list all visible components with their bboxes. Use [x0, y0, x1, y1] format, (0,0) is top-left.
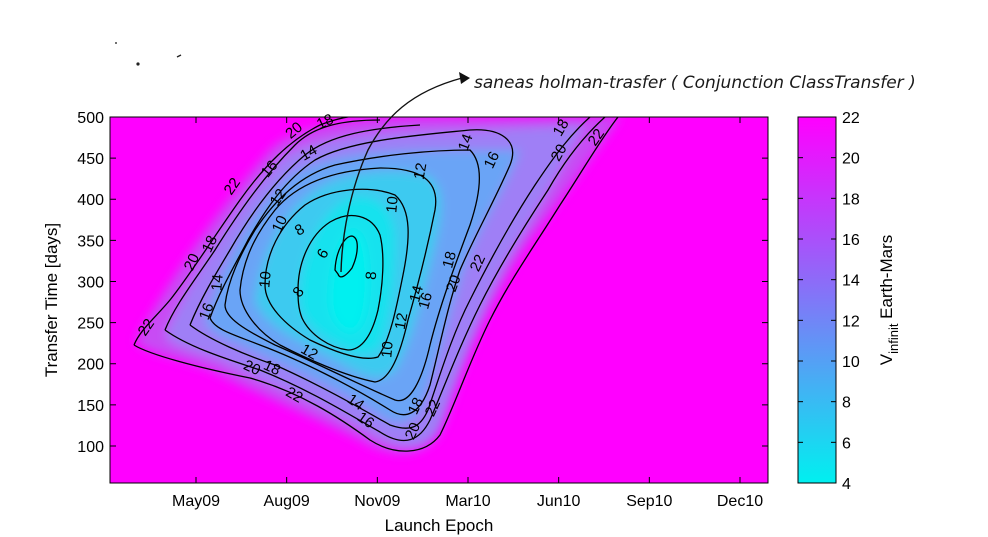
- contour-12: [239, 167, 437, 383]
- y-axis-title: Transfer Time [days]: [42, 223, 61, 377]
- contour-label-16: 16: [354, 409, 377, 432]
- contour-8: [297, 214, 384, 351]
- contour-18-left: [189, 124, 421, 326]
- contour-label-14: 14: [455, 132, 477, 153]
- x-tick-label: May09: [172, 493, 220, 510]
- y-tick-label: 150: [77, 398, 104, 415]
- contour-label-10: 10: [256, 271, 274, 289]
- colorbar-axis: 4 6 8 10 12 14 16 18 20 22: [798, 110, 860, 493]
- y-tick-label: 200: [77, 357, 104, 374]
- colorbar-tick-label: 6: [842, 435, 851, 452]
- contour-20-left: [164, 119, 381, 331]
- contour-18-bottom: [189, 117, 591, 429]
- contour-label-20: 20: [402, 420, 424, 442]
- contour-label-18: 18: [199, 233, 221, 255]
- contour-label-14: 14: [208, 274, 226, 292]
- colorbar-title-main: V: [877, 353, 896, 365]
- y-axis: 100 150 200 250 300 350 400 450 500: [77, 110, 768, 456]
- contour-label-10: 10: [269, 213, 291, 235]
- contour-22-left: [133, 117, 352, 346]
- y-tick-label: 450: [77, 151, 104, 168]
- contour-label-22: 22: [585, 126, 608, 149]
- colorbar-tick-label: 16: [842, 232, 860, 249]
- colorbar-tick-label: 4: [842, 476, 851, 493]
- plot-frame: [109, 116, 769, 484]
- x-tick-label: Jun10: [537, 493, 581, 510]
- contour-label-18: 18: [439, 250, 460, 271]
- contour-22-bottom: [133, 117, 619, 452]
- contour-label-14: 14: [406, 284, 427, 305]
- y-tick-label: 100: [77, 439, 104, 456]
- colorbar-title: Vinfinit Earth-Mars: [877, 235, 901, 366]
- handwritten-marks: [115, 42, 182, 66]
- contour-label-18: 18: [261, 357, 283, 379]
- contour-label-22: 22: [221, 175, 244, 198]
- contour-label-22: 22: [467, 252, 489, 274]
- contour-label-8: 8: [363, 271, 381, 281]
- contour-label-22: 22: [135, 316, 158, 339]
- annotation-arrow: [340, 77, 463, 273]
- x-tick-label: Mar10: [445, 493, 490, 510]
- contour-14: [224, 149, 481, 402]
- x-tick-label: Nov09: [354, 493, 400, 510]
- contour-label-18: 18: [405, 395, 427, 417]
- contour-label-14: 14: [344, 391, 367, 414]
- colorbar-tick-label: 20: [842, 151, 860, 168]
- colorbar-tick-label: 10: [842, 354, 860, 371]
- contour-label-10: 10: [378, 341, 396, 359]
- contour-20-bottom: [164, 117, 606, 442]
- contour-lines: [133, 117, 619, 452]
- contour-label-12: 12: [411, 162, 431, 181]
- contour-label-12: 12: [392, 312, 412, 331]
- x-tick-label: Sep10: [626, 493, 672, 510]
- contour-label-18: 18: [550, 116, 573, 139]
- contour-label-18: 18: [314, 111, 336, 133]
- annotation-arrowhead: [459, 72, 470, 84]
- contour-label-20: 20: [548, 141, 571, 164]
- y-tick-label: 250: [77, 316, 104, 333]
- y-tick-label: 300: [77, 274, 104, 291]
- annotation: saneas holman-trasfer ( Conjunction Clas…: [340, 72, 916, 273]
- contour-16: [209, 129, 514, 416]
- contour-label-20: 20: [241, 357, 263, 379]
- contour-label-16: 16: [415, 291, 436, 312]
- colorbar-tick-label: 22: [842, 110, 860, 127]
- contour-label-22: 22: [422, 397, 444, 419]
- colorbar-tick-label: 14: [842, 273, 860, 290]
- x-axis: May09 Aug09 Nov09 Mar10 Jun10 Sep10 Dec10: [172, 117, 763, 510]
- contour-label-20: 20: [443, 273, 465, 294]
- y-tick-label: 500: [77, 110, 104, 127]
- contour-labels: 22 22 20 18 20 18 16 14 12 10 8 6 8 10 1…: [135, 111, 608, 443]
- contour-label-12: 12: [267, 186, 290, 209]
- contour-label-16: 16: [481, 149, 503, 171]
- y-tick-label: 350: [77, 233, 104, 250]
- annotation-text: saneas holman-trasfer ( Conjunction Clas…: [474, 73, 916, 93]
- contour-label-14: 14: [297, 142, 320, 165]
- colorbar-tick-label: 8: [842, 395, 851, 412]
- contour-label-12: 12: [298, 341, 321, 364]
- contour-10: [264, 188, 409, 359]
- contour-label-16: 16: [196, 301, 218, 322]
- colorbar: [797, 116, 837, 484]
- contour-label-20: 20: [181, 251, 203, 273]
- colorbar-title-sub: infinit: [886, 323, 901, 354]
- colorbar-tick-label: 12: [842, 313, 860, 330]
- x-tick-label: Dec10: [717, 493, 763, 510]
- y-tick-label: 400: [77, 192, 104, 209]
- contour-label-10: 10: [383, 196, 401, 214]
- x-tick-label: Aug09: [264, 493, 310, 510]
- contour-label-22: 22: [283, 384, 306, 407]
- x-axis-title: Launch Epoch: [385, 516, 494, 535]
- colorbar-title-rest: Earth-Mars: [877, 235, 896, 324]
- contour-6: [334, 235, 358, 278]
- colorbar-tick-label: 18: [842, 191, 860, 208]
